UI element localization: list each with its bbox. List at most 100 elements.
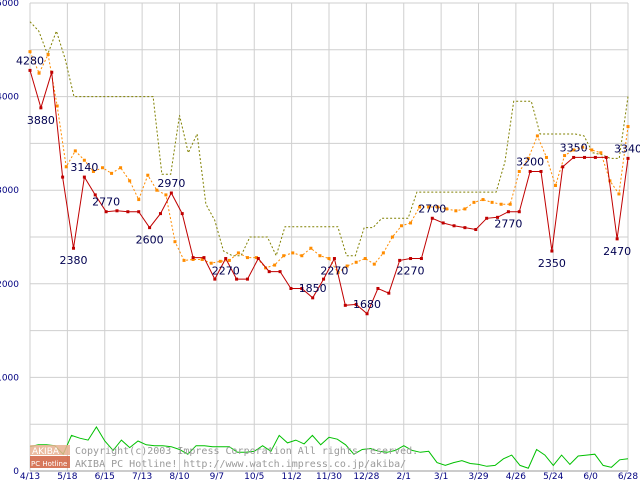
series-point [327, 257, 331, 261]
x-tick-label: 9/7 [210, 472, 224, 480]
series-point [245, 256, 249, 260]
series-point [46, 52, 50, 56]
series-point [572, 155, 576, 159]
series-point [309, 246, 313, 250]
x-axis-ticks: 4/13 5/18 6/15 7/13 8/10 9/7 10/5 11/2 11/30 12/2… [20, 472, 638, 480]
series-point [561, 165, 565, 169]
y-tick-label: 0 [13, 467, 19, 477]
series-point [110, 171, 114, 175]
series-point [354, 302, 358, 306]
series-point [376, 286, 380, 290]
series-point [82, 175, 86, 179]
series-point [61, 175, 65, 179]
series-point [508, 202, 512, 206]
series-point [28, 68, 32, 72]
series-point [474, 228, 478, 232]
series-point [224, 257, 228, 261]
data-label: 2970 [157, 177, 185, 190]
series-point [481, 198, 485, 202]
data-label: 2470 [603, 245, 631, 258]
series-point [37, 71, 41, 75]
x-tick-label: 5/18 [57, 472, 77, 480]
series-point [535, 134, 539, 138]
logo-text-bottom: PC Hotline [31, 460, 67, 468]
series-point [590, 148, 594, 152]
series-point [436, 205, 440, 209]
series-point [273, 263, 277, 267]
series-point [381, 251, 385, 255]
series-point [115, 209, 119, 213]
data-label: 2770 [92, 196, 120, 209]
series-point [28, 50, 32, 54]
y-tick-label: 2000 [0, 280, 19, 290]
series-point [39, 106, 43, 110]
series-point [245, 277, 249, 281]
series-point [227, 258, 231, 262]
series-point [278, 270, 282, 274]
series-point [202, 256, 206, 260]
y-tick-label: 5000 [0, 0, 19, 9]
data-label: 2270 [320, 265, 348, 278]
series-point [387, 291, 391, 295]
series-point [485, 216, 489, 220]
series-point [209, 261, 213, 265]
series-point [137, 210, 141, 214]
series-point [563, 154, 567, 158]
series-point [430, 216, 434, 220]
series-point [517, 169, 521, 173]
x-tick-label: 3/1 [434, 472, 448, 480]
series-point [427, 205, 431, 209]
y-tick-label: 3000 [0, 186, 19, 196]
series-point [267, 270, 271, 274]
series-point [572, 148, 576, 152]
series-point [311, 296, 315, 300]
x-tick-label: 4/13 [20, 472, 40, 480]
data-labels: 4280 3880 3140 2380 2770 2600 2970 2270 1850 2270… [16, 54, 640, 310]
series-point [255, 256, 259, 260]
series-point [452, 224, 456, 228]
series-point [169, 191, 173, 195]
series-point [615, 237, 619, 241]
series-point [528, 169, 532, 173]
series-point [322, 277, 326, 281]
series-point [282, 254, 286, 258]
series-point [454, 209, 458, 213]
series-point [583, 155, 587, 159]
x-tick-label: 6/0 [583, 472, 598, 480]
series-point [182, 258, 186, 262]
series-point [419, 257, 423, 261]
series-point [200, 257, 204, 261]
data-label: 1680 [353, 298, 381, 311]
series-point [148, 226, 152, 230]
series-point [463, 226, 467, 230]
series-point [550, 249, 554, 253]
logo-text-top: AKIBA [32, 447, 60, 457]
series-point [235, 277, 239, 281]
data-label: 2700 [418, 202, 446, 215]
chart-grid [29, 2, 629, 472]
series-point [155, 188, 159, 192]
series-point [256, 257, 260, 261]
series-point [164, 193, 168, 197]
series-line [29, 70, 629, 315]
series-point [104, 210, 108, 214]
series-point [539, 169, 543, 173]
series-point [581, 145, 585, 149]
series-point [343, 303, 347, 307]
series-point [289, 286, 293, 290]
y-tick-label: 1000 [0, 373, 19, 383]
series-point [191, 256, 195, 260]
x-tick-label: 7/13 [132, 472, 152, 480]
series-point [593, 155, 597, 159]
series-point [390, 235, 394, 239]
x-tick-label: 3/29 [468, 472, 488, 480]
series-point [93, 193, 97, 197]
series-point [332, 257, 336, 261]
data-label: 2770 [494, 218, 522, 231]
data-label: 2350 [538, 257, 566, 270]
series-point [300, 254, 304, 258]
y-axis-ticks: 0 1000 2000 3000 4000 5000 [0, 0, 19, 477]
series-point [496, 215, 500, 219]
series-point [100, 166, 104, 170]
x-tick-label: 8/10 [169, 472, 189, 480]
